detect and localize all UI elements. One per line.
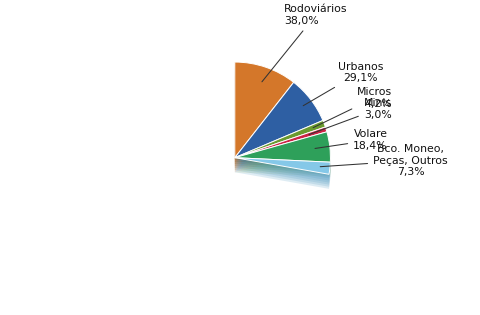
Wedge shape <box>235 70 294 166</box>
Wedge shape <box>235 97 323 172</box>
Wedge shape <box>235 146 330 177</box>
Wedge shape <box>235 127 327 158</box>
Text: Volare
18,4%: Volare 18,4% <box>315 129 388 151</box>
Wedge shape <box>235 62 294 158</box>
Wedge shape <box>235 129 327 160</box>
Text: Micros
4,2%: Micros 4,2% <box>313 87 392 128</box>
Wedge shape <box>235 164 330 180</box>
Wedge shape <box>235 141 327 172</box>
Wedge shape <box>235 162 330 179</box>
Wedge shape <box>235 131 327 162</box>
Wedge shape <box>235 120 325 158</box>
Wedge shape <box>235 82 323 158</box>
Wedge shape <box>235 129 325 166</box>
Wedge shape <box>235 89 323 164</box>
Wedge shape <box>235 66 294 162</box>
Wedge shape <box>235 140 327 170</box>
Wedge shape <box>235 84 323 160</box>
Wedge shape <box>235 132 330 162</box>
Wedge shape <box>235 140 330 170</box>
Text: Urbanos
29,1%: Urbanos 29,1% <box>303 62 383 106</box>
Wedge shape <box>235 77 294 172</box>
Wedge shape <box>235 166 330 183</box>
Wedge shape <box>235 135 325 172</box>
Wedge shape <box>235 170 330 187</box>
Wedge shape <box>235 133 327 164</box>
Wedge shape <box>235 95 323 170</box>
Wedge shape <box>235 123 325 160</box>
Wedge shape <box>235 132 330 162</box>
Wedge shape <box>235 68 294 164</box>
Wedge shape <box>235 64 294 160</box>
Wedge shape <box>235 133 325 170</box>
Wedge shape <box>235 75 294 170</box>
Wedge shape <box>235 160 330 176</box>
Wedge shape <box>235 137 327 168</box>
Wedge shape <box>235 158 330 174</box>
Wedge shape <box>235 93 323 168</box>
Wedge shape <box>235 131 325 168</box>
Wedge shape <box>235 125 325 162</box>
Wedge shape <box>235 127 325 164</box>
Text: Rodoviários
38,0%: Rodoviários 38,0% <box>262 4 348 82</box>
Wedge shape <box>235 134 330 164</box>
Wedge shape <box>235 168 330 185</box>
Wedge shape <box>235 158 330 174</box>
Wedge shape <box>235 72 294 168</box>
Text: Bco. Moneo,
Peças, Outros
7,3%: Bco. Moneo, Peças, Outros 7,3% <box>320 144 448 177</box>
Wedge shape <box>235 136 330 166</box>
Wedge shape <box>235 142 330 173</box>
Wedge shape <box>235 120 325 158</box>
Text: Minis
3,0%: Minis 3,0% <box>309 98 392 135</box>
Wedge shape <box>235 127 327 158</box>
Wedge shape <box>235 138 330 169</box>
Wedge shape <box>235 135 327 166</box>
Wedge shape <box>235 91 323 166</box>
Wedge shape <box>235 87 323 162</box>
Wedge shape <box>235 82 323 158</box>
Wedge shape <box>235 172 330 189</box>
Wedge shape <box>235 144 330 175</box>
Wedge shape <box>235 62 294 158</box>
